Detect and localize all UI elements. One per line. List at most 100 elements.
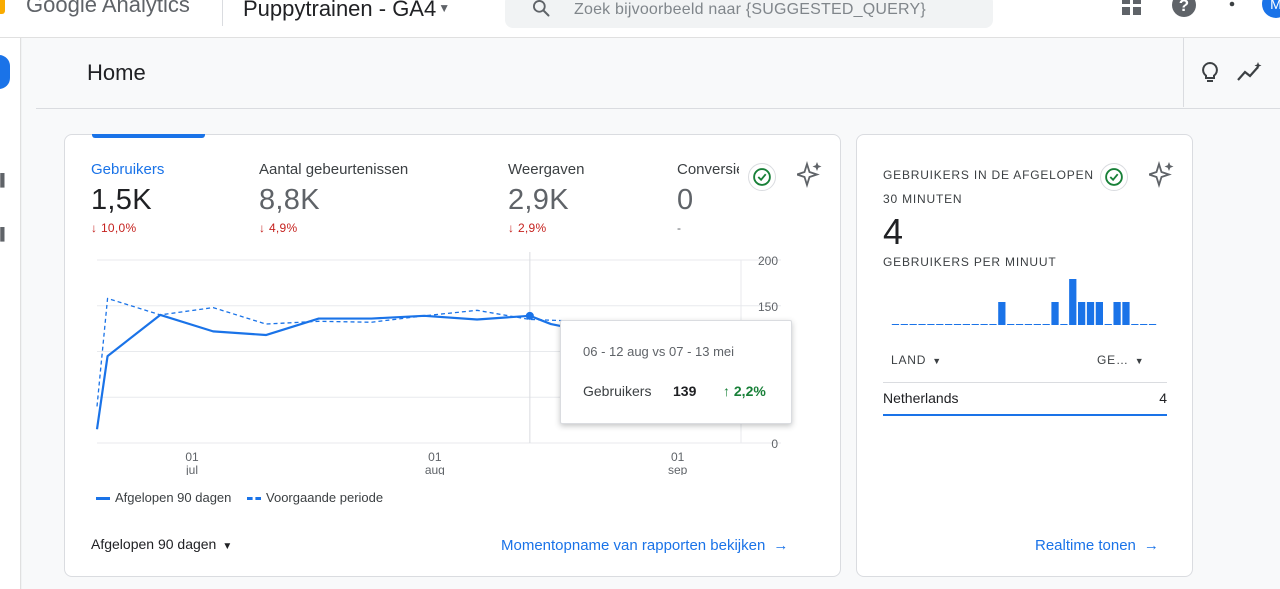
view-snapshot-link[interactable]: Momentopname van rapporten bekijken → (501, 537, 789, 554)
chevron-down-icon: ▼ (438, 1, 451, 15)
arrow-down-icon: ↓ (508, 221, 518, 235)
check-circle-icon[interactable] (748, 163, 776, 191)
arrow-right-icon: → (1143, 537, 1159, 554)
y-tick-label: 0 (771, 437, 778, 451)
explore-nav-icon[interactable]: ▐ (0, 227, 5, 241)
metric-tab-events[interactable]: Aantal gebeurtenissen 8,8K ↓ 4,9% (259, 161, 408, 235)
arrow-right-icon: → (773, 537, 789, 554)
tooltip-change: ↑ 2,2% (723, 383, 766, 399)
active-tab-indicator (92, 134, 205, 138)
column-header-users[interactable]: GE… ▼ (1097, 353, 1145, 367)
chevron-down-icon: ▼ (932, 356, 942, 366)
top-bar: Google Analytics Puppytrainen - GA4 ▼ Zoe… (0, 0, 1280, 38)
minute-bar[interactable] (1095, 302, 1103, 325)
lightbulb-icon[interactable] (1198, 60, 1222, 86)
admin-nav-icon[interactable]: · (0, 540, 2, 554)
metric-value: 8,8K (259, 184, 320, 216)
column-header-country[interactable]: LAND ▼ (891, 353, 942, 367)
analytics-logo (0, 0, 5, 14)
metric-label: Gebruikers (91, 161, 165, 178)
minute-bar[interactable] (1086, 302, 1095, 325)
page-title: Home (87, 60, 146, 85)
dashed-line-swatch (247, 497, 262, 501)
metric-label: Aantal gebeurtenissen (259, 161, 409, 178)
chevron-down-icon: ▼ (1134, 356, 1145, 366)
page-header: Home (22, 38, 1280, 108)
metric-tab-views[interactable]: Weergaven 2,9K ↓ 2,9% (508, 161, 584, 235)
x-tick-label: jul (185, 463, 198, 475)
realtime-user-count: 4 (883, 211, 904, 252)
check-circle-icon[interactable] (1100, 163, 1128, 191)
svg-text:?: ? (1179, 0, 1189, 15)
metric-delta: ↓ 2,9% (508, 221, 547, 235)
divider (36, 108, 1280, 109)
realtime-card: GEBRUIKERS IN DE AFGELOPEN 30 MINUTEN 4 … (856, 134, 1193, 577)
x-tick-label: sep (668, 463, 688, 475)
table-row[interactable]: Netherlands 4 (883, 390, 1167, 416)
reports-nav-icon[interactable]: ▐ (0, 173, 5, 187)
divider (1183, 38, 1184, 107)
chart-tooltip: 06 - 12 aug vs 07 - 13 mei Gebruikers 13… (560, 320, 792, 424)
help-icon[interactable]: ? (1171, 0, 1197, 18)
search-bar[interactable]: Zoek bijvoorbeeld naar {SUGGESTED_QUERY} (505, 0, 993, 28)
country-users: 4 (1159, 390, 1167, 406)
per-minute-label: GEBRUIKERS PER MINUUT (883, 255, 1057, 269)
users-per-minute-chart[interactable] (891, 277, 1157, 329)
metric-value: 1,5K (91, 184, 152, 216)
overview-card: Gebruikers 1,5K ↓ 10,0% Aantal gebeurten… (64, 134, 841, 577)
home-nav-icon[interactable] (0, 55, 10, 89)
left-nav-rail: ▐ ▐ · (0, 38, 21, 589)
avatar[interactable]: M (1262, 0, 1280, 18)
view-realtime-link[interactable]: Realtime tonen → (1035, 537, 1159, 554)
country-name: Netherlands (883, 390, 959, 406)
chart-legend: Afgelopen 90 dagen Voorgaande periode (96, 490, 395, 505)
arrow-down-icon: ↓ (91, 221, 101, 235)
sparkle-icon[interactable] (797, 161, 823, 189)
metric-delta: ↓ 4,9% (259, 221, 298, 235)
x-tick-label: 01 (671, 450, 685, 464)
metric-value: 0 (677, 184, 694, 216)
users-line-chart[interactable]: 20015010050001jul01aug01sep (65, 135, 842, 475)
metric-label: Weergaven (508, 161, 585, 178)
date-range-select[interactable]: Afgelopen 90 dagen ▼ (91, 536, 233, 552)
search-icon (533, 0, 550, 17)
tooltip-metric-label: Gebruikers (583, 383, 652, 399)
solid-line-swatch (96, 497, 110, 501)
minute-bar[interactable] (1069, 279, 1077, 325)
minute-bar[interactable] (1078, 302, 1086, 325)
search-input[interactable]: Zoek bijvoorbeeld naar {SUGGESTED_QUERY} (574, 1, 926, 18)
arrow-down-icon: ↓ (259, 221, 269, 235)
legend-item[interactable]: Afgelopen 90 dagen (96, 490, 231, 505)
x-tick-label: aug (425, 463, 445, 475)
more-vert-icon[interactable] (1224, 0, 1240, 16)
x-tick-label: 01 (428, 450, 442, 464)
divider (883, 382, 1167, 383)
sparkle-icon[interactable] (1149, 161, 1175, 189)
minute-bar[interactable] (1122, 302, 1130, 325)
metric-tab-conversions[interactable]: Conversies 0 - (677, 161, 739, 235)
chevron-down-icon: ▼ (222, 541, 233, 552)
minute-bar[interactable] (998, 302, 1006, 325)
realtime-title: GEBRUIKERS IN DE AFGELOPEN 30 MINUTEN (883, 168, 1094, 206)
metric-value: 2,9K (508, 184, 569, 216)
tooltip-date-range: 06 - 12 aug vs 07 - 13 mei (583, 344, 735, 359)
legend-item[interactable]: Voorgaande periode (247, 490, 383, 505)
metric-label: Conversies (677, 161, 739, 178)
metric-tab-users[interactable]: Gebruikers 1,5K ↓ 10,0% (91, 161, 164, 235)
minute-bar[interactable] (1113, 302, 1121, 325)
brand-name: Google Analytics (26, 0, 190, 17)
hover-point (525, 311, 534, 320)
y-tick-label: 200 (758, 254, 778, 268)
metric-delta: ↓ 10,0% (91, 221, 137, 235)
divider (222, 0, 223, 26)
insights-icon[interactable] (1236, 60, 1264, 86)
property-name: Puppytrainen - GA4 (243, 0, 437, 21)
property-selector[interactable]: Puppytrainen - GA4 ▼ (243, 0, 450, 22)
y-tick-label: 150 (758, 300, 778, 314)
row-bar (883, 414, 1167, 416)
minute-bar[interactable] (1051, 302, 1059, 325)
apps-grid-icon[interactable] (1120, 0, 1144, 16)
x-tick-label: 01 (185, 450, 199, 464)
metric-delta: - (677, 221, 682, 235)
tooltip-value: 139 (673, 383, 697, 399)
